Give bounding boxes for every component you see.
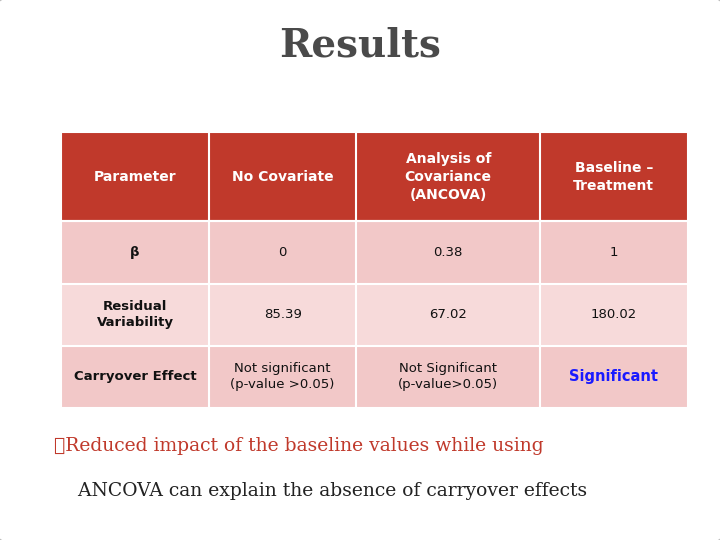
Bar xyxy=(61,284,209,346)
Text: Significant: Significant xyxy=(570,369,658,384)
Text: 85.39: 85.39 xyxy=(264,308,302,321)
Text: 0: 0 xyxy=(279,246,287,259)
Text: 0.38: 0.38 xyxy=(433,246,463,259)
Text: 1: 1 xyxy=(610,246,618,259)
Bar xyxy=(540,132,688,221)
Bar xyxy=(540,346,688,408)
Text: No Covariate: No Covariate xyxy=(232,170,333,184)
Bar xyxy=(209,284,356,346)
Text: Results: Results xyxy=(279,27,441,65)
Text: 67.02: 67.02 xyxy=(429,308,467,321)
Text: Baseline –
Treatment: Baseline – Treatment xyxy=(573,161,654,193)
Text: ⎄Reduced impact of the baseline values while using: ⎄Reduced impact of the baseline values w… xyxy=(54,437,544,455)
Bar xyxy=(356,221,540,284)
Bar xyxy=(540,221,688,284)
Text: Residual
Variability: Residual Variability xyxy=(96,300,174,329)
Bar xyxy=(209,346,356,408)
Bar xyxy=(209,132,356,221)
Bar xyxy=(61,132,209,221)
Bar xyxy=(209,221,356,284)
Bar xyxy=(356,284,540,346)
Bar xyxy=(61,221,209,284)
Text: Analysis of
Covariance
(ANCOVA): Analysis of Covariance (ANCOVA) xyxy=(405,152,492,202)
Text: β: β xyxy=(130,246,140,259)
Bar xyxy=(61,346,209,408)
Bar xyxy=(356,132,540,221)
Text: Parameter: Parameter xyxy=(94,170,176,184)
Text: 180.02: 180.02 xyxy=(590,308,637,321)
Text: Not Significant
(p-value>0.05): Not Significant (p-value>0.05) xyxy=(398,362,498,391)
Text: Not significant
(p-value >0.05): Not significant (p-value >0.05) xyxy=(230,362,335,391)
Text: ANCOVA can explain the absence of carryover effects: ANCOVA can explain the absence of carryo… xyxy=(54,482,587,500)
Text: Carryover Effect: Carryover Effect xyxy=(73,370,197,383)
Bar xyxy=(540,284,688,346)
Bar xyxy=(356,346,540,408)
